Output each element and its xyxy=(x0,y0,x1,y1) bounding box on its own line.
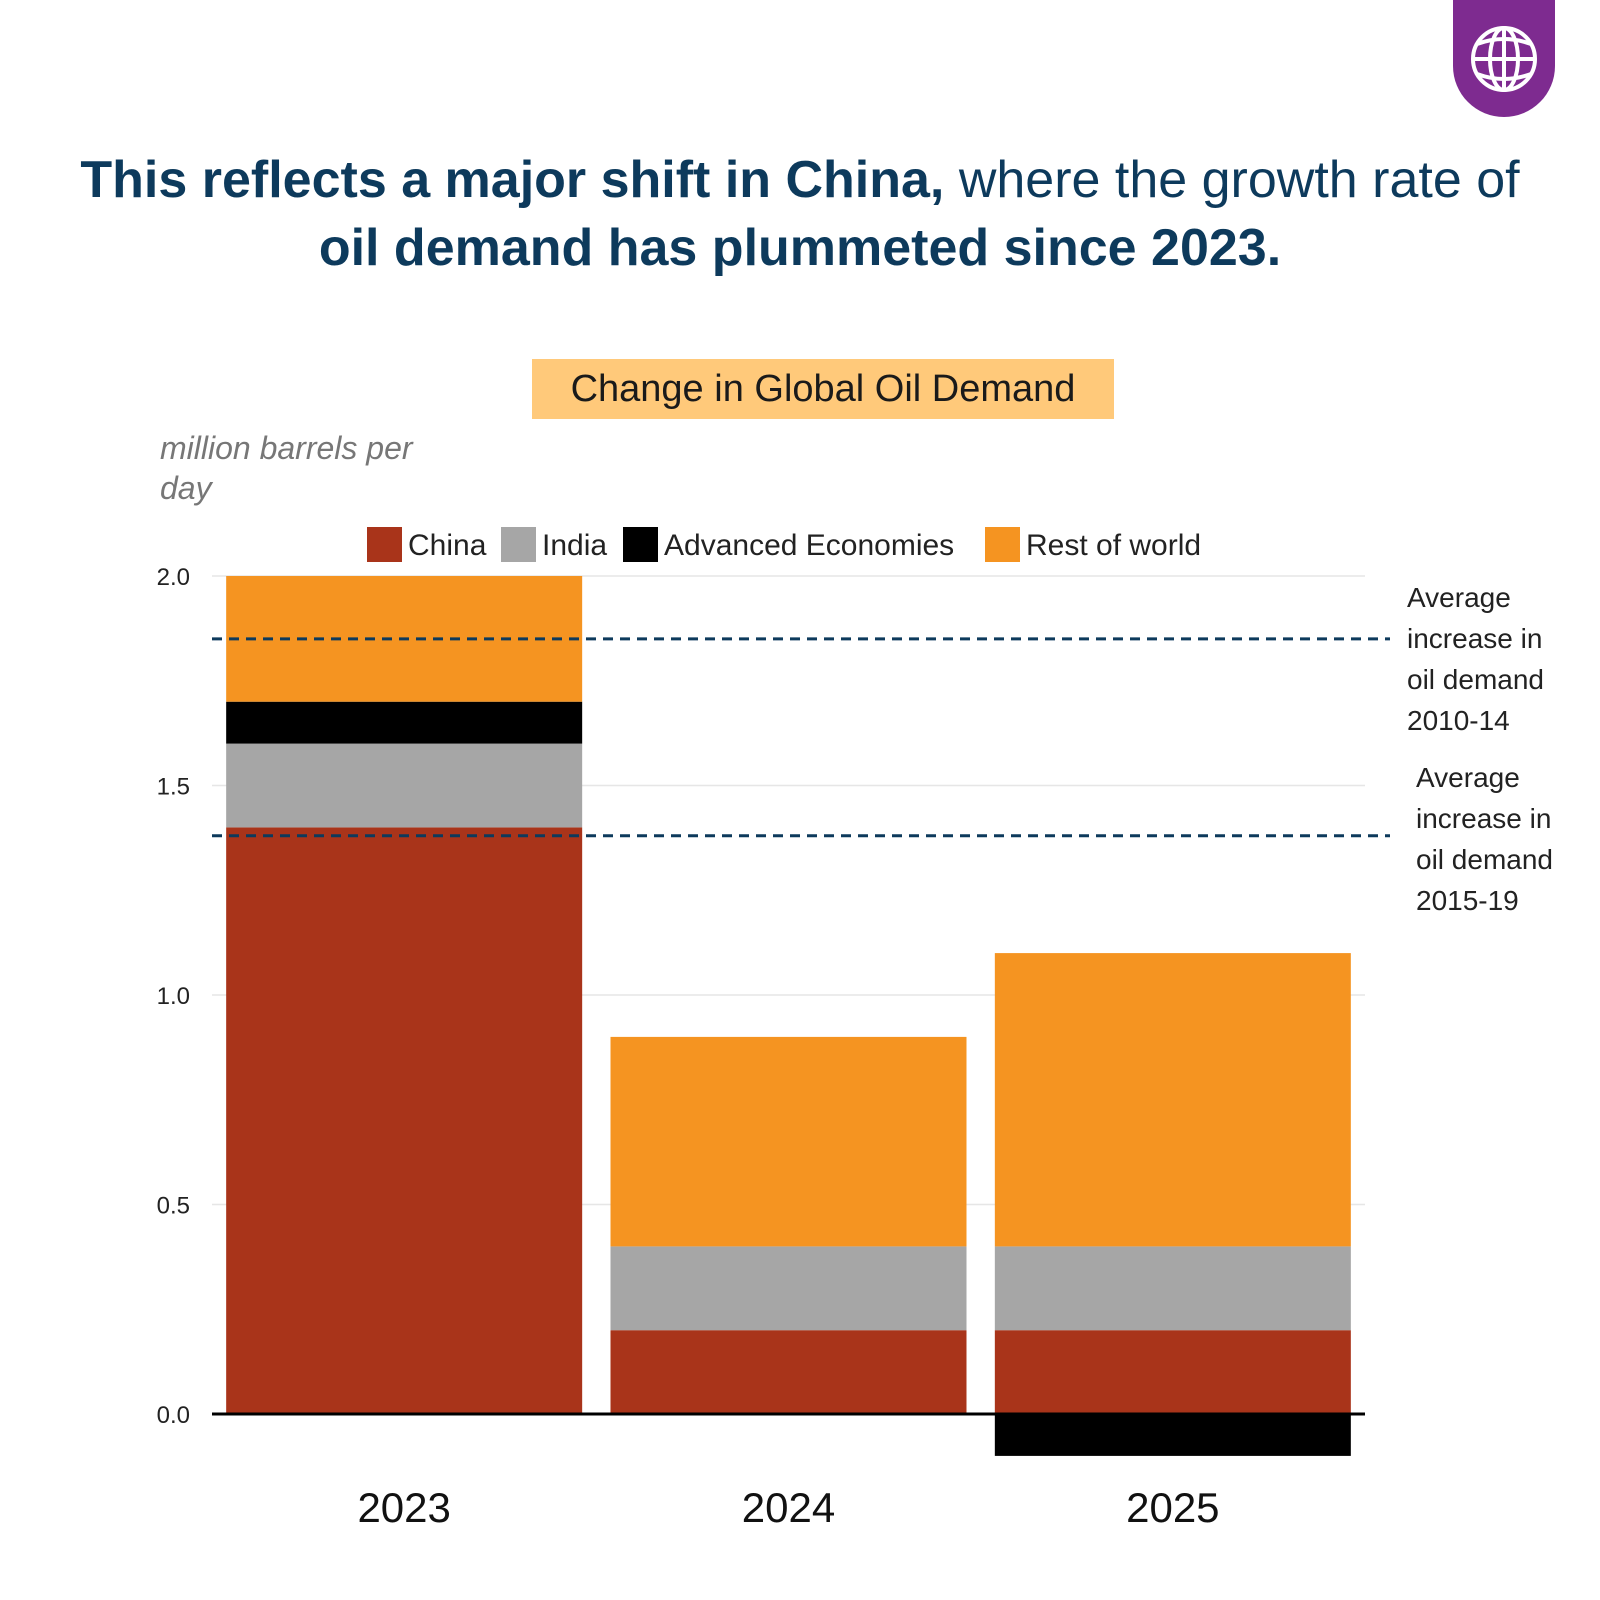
y-tick-label: 1.5 xyxy=(157,774,190,801)
legend-label: Rest of world xyxy=(1026,529,1201,562)
bar-segment-india xyxy=(226,743,583,828)
globe-icon xyxy=(1471,26,1537,92)
legend-swatch xyxy=(985,527,1020,562)
bar-segment-rest-of-world xyxy=(610,1036,967,1247)
y-tick-label: 0.0 xyxy=(157,1402,190,1429)
bar-segment-china xyxy=(610,1330,967,1414)
legend-swatch xyxy=(623,527,658,562)
y-axis-label: million barrels per day xyxy=(160,430,413,506)
x-tick-label: 2025 xyxy=(1126,1484,1219,1531)
bar-segment-china xyxy=(994,1330,1351,1414)
bar-segment-rest-of-world xyxy=(994,953,1351,1247)
legend-swatch xyxy=(367,527,402,562)
bar-segment-india xyxy=(610,1246,967,1331)
chart-title: Change in Global Oil Demand xyxy=(532,359,1114,419)
y-tick-label: 0.5 xyxy=(157,1193,190,1220)
x-tick-label: 2023 xyxy=(357,1484,450,1531)
bar-segment-china xyxy=(226,827,583,1414)
logo-badge xyxy=(1453,0,1555,117)
x-tick-label: 2024 xyxy=(742,1484,835,1531)
reference-line-label: Average xyxy=(1407,582,1511,613)
bar-segment-advanced-economies xyxy=(994,1414,1351,1456)
reference-line-label: 2010-14 xyxy=(1407,705,1510,736)
legend-label: Advanced Economies xyxy=(664,529,954,562)
legend-label: China xyxy=(408,529,487,562)
reference-line-label: 2015-19 xyxy=(1416,885,1519,916)
reference-line-label: oil demand xyxy=(1416,844,1553,875)
headline-normal-1: where the growth rate of xyxy=(944,151,1520,209)
headline-bold-1: This reflects a major shift in China, xyxy=(80,151,945,209)
bar-segment-advanced-economies xyxy=(226,701,583,744)
y-tick-label: 1.0 xyxy=(157,983,190,1010)
legend-label: India xyxy=(542,529,607,562)
y-tick-label: 2.0 xyxy=(157,564,190,591)
legend-swatch xyxy=(501,527,536,562)
reference-line-label: increase in xyxy=(1416,803,1551,834)
headline-period: . xyxy=(1266,219,1282,277)
reference-line-label: Average xyxy=(1416,762,1520,793)
reference-line-label: oil demand xyxy=(1407,664,1544,695)
bar-segment-india xyxy=(994,1246,1351,1331)
reference-line-label: increase in xyxy=(1407,623,1542,654)
headline: This reflects a major shift in China, wh… xyxy=(60,146,1540,282)
headline-bold-2: oil demand has plummeted since 2023 xyxy=(318,219,1267,277)
